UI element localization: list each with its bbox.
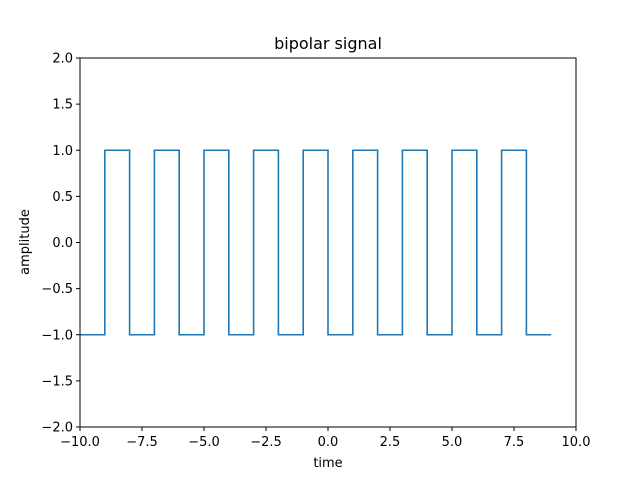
x-tick-label: −2.5: [250, 435, 282, 450]
y-tick-label: 1.0: [52, 144, 73, 159]
y-axis: −2.0 −1.5 −1.0 −0.5 0.0 0.5 1.0 1.5 2.0: [41, 52, 80, 436]
y-tick-label: 2.0: [52, 52, 73, 67]
y-tick-label: −2.0: [41, 421, 73, 436]
series-layer: [80, 149, 552, 336]
x-tick-label: 10.0: [562, 435, 591, 450]
y-tick-label: 1.5: [52, 98, 73, 113]
x-tick-label: −10.0: [60, 435, 100, 450]
y-tick-label: 0.5: [52, 190, 73, 205]
x-tick-label: −7.5: [126, 435, 158, 450]
x-tick-label: 2.5: [380, 435, 401, 450]
x-axis-label: time: [313, 456, 342, 471]
series-line: [80, 149, 552, 336]
y-tick-label: −1.5: [41, 374, 73, 389]
y-axis-label: amplitude: [18, 209, 33, 275]
plot-area: −10.0 −7.5 −5.0 −2.5 0.0 2.5 5.0 7.5 10.0 −2.0−1…: [41, 52, 590, 451]
x-axis: −10.0 −7.5 −5.0 −2.5 0.0 2.5 5.0 7.5 10.0: [60, 427, 590, 450]
x-tick-label: 7.5: [504, 435, 525, 450]
y-tick-label: −0.5: [41, 282, 73, 297]
x-tick-label: 0.0: [318, 435, 339, 450]
x-tick-label: 5.0: [442, 435, 463, 450]
chart-title: bipolar signal: [274, 34, 382, 53]
x-tick-label: −5.0: [188, 435, 220, 450]
y-tick-label: −1.0: [41, 328, 73, 343]
y-tick-label: 0.0: [52, 236, 73, 251]
